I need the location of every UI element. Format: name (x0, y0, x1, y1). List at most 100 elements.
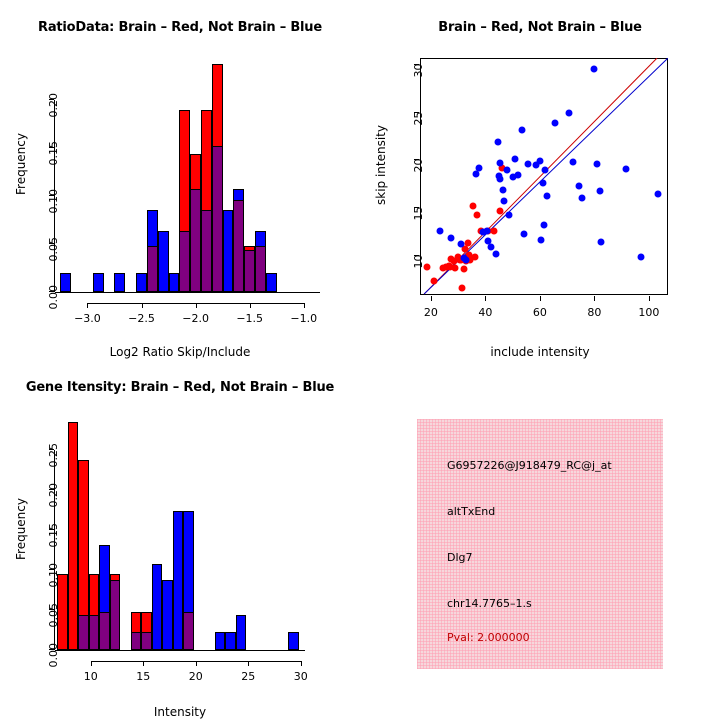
scatter-point-brain (465, 251, 473, 259)
scatter-point-not-brain (637, 253, 645, 261)
histogram-bar-not-brain (168, 272, 180, 292)
x-axis-tick (249, 303, 251, 308)
scatter-point-not-brain (479, 228, 487, 236)
scatter-point-not-brain (514, 171, 522, 179)
scatter-point-not-brain (551, 119, 559, 127)
scatter-point-brain (456, 256, 464, 264)
histogram-bar-not-brain (151, 563, 163, 650)
scatter-point-brain (473, 211, 481, 219)
y-axis-tick-label: 0.00 (47, 285, 60, 310)
y-axis-tick-label: 0.05 (47, 237, 60, 262)
scatter-point-not-brain (537, 236, 545, 244)
scatter-point-not-brain (590, 65, 598, 72)
x-axis-tick (648, 296, 650, 301)
x-axis-tick-label: 20 (423, 306, 438, 319)
scatter-point-not-brain (536, 157, 544, 165)
scatter-point-not-brain (565, 109, 573, 117)
x-axis-tick-label: −2.0 (182, 312, 209, 325)
y-axis-tick-label: 0.00 (47, 643, 60, 668)
histogram-bar-overlap (233, 200, 245, 292)
scatter-point-not-brain (472, 170, 480, 178)
x-axis-tick (539, 296, 541, 301)
gene-symbol-text: Dlg7 (447, 551, 473, 564)
y-axis-tick (49, 291, 54, 292)
x-axis-tick (141, 303, 143, 308)
histogram-bar-overlap (183, 611, 194, 650)
scatter-point-not-brain (596, 187, 604, 195)
scatter-point-brain (446, 263, 454, 271)
y-axis-tick (49, 569, 54, 570)
y-axis-tick (414, 63, 419, 65)
panel-intensity-scatter: Brain – Red, Not Brain – Blue 10 15 20 25 30… (360, 0, 720, 360)
scatter-point-not-brain (532, 161, 540, 169)
scatter-point-brain (490, 227, 498, 235)
scatter-point-not-brain (500, 197, 508, 205)
scatter-point-not-brain (499, 186, 507, 194)
scatter-point-not-brain (487, 243, 495, 251)
scatter-point-not-brain (496, 175, 504, 183)
y-axis-line (54, 450, 55, 650)
scatter-point-brain (450, 257, 458, 265)
scatter-point-not-brain (518, 126, 526, 134)
scatter-point-not-brain (569, 158, 577, 166)
scatter-point-not-brain (541, 166, 549, 174)
scatter-point-brain (469, 202, 477, 210)
histogram-bar-overlap (109, 580, 121, 650)
y-axis-tick (414, 111, 419, 113)
histogram-bar-overlap (88, 614, 100, 650)
scatter-point-not-brain (593, 160, 601, 168)
scatter-point-brain (451, 264, 459, 272)
scatter-point-brain (461, 245, 469, 253)
x-axis-tick-label: 20 (188, 670, 203, 683)
x-axis-tick (195, 661, 197, 666)
histogram-bar-not-brain (157, 230, 169, 292)
y-axis-tick (49, 99, 54, 101)
histogram-bar-overlap (190, 188, 202, 292)
x-axis-tick (594, 296, 596, 301)
histogram-bar-not-brain (235, 614, 247, 650)
y-axis-tick (49, 195, 54, 197)
y-axis-tick-label: 0.15 (47, 141, 60, 166)
scatter-point-not-brain (520, 230, 528, 238)
scatter-panel-title: Brain – Red, Not Brain – Blue (438, 20, 642, 35)
scatter-point-not-brain (597, 238, 605, 246)
x-axis-tick (143, 661, 145, 666)
scatter-point-not-brain (503, 166, 511, 174)
x-axis-tick-label: 30 (293, 670, 308, 683)
scatter-point-not-brain (578, 194, 586, 202)
scatter-plot-area: 10 15 20 25 30 20 40 60 80 100 (412, 58, 668, 319)
ratio-y-axis-title: Frequency (14, 133, 28, 195)
histogram-bar-overlap (201, 209, 212, 292)
histogram-bar-not-brain (172, 510, 184, 650)
scatter-point-not-brain (654, 190, 662, 198)
x-axis-tick-label: 100 (638, 306, 660, 319)
scatter-point-not-brain (457, 240, 465, 248)
x-axis-tick (87, 303, 89, 308)
scatter-point-brain (460, 265, 468, 273)
x-axis-tick (303, 303, 305, 308)
scatter-point-brain (430, 277, 438, 285)
panel-gene-intensity-histogram: Gene Itensity: Brain – Red, Not Brain – … (0, 360, 360, 720)
histogram-bar-not-brain (162, 580, 173, 650)
x-axis-line (87, 303, 304, 304)
panel-ratio-histogram: RatioData: Brain – Red, Not Brain – Blue… (0, 0, 360, 360)
x-axis-tick-label: −1.0 (290, 312, 318, 325)
y-axis-tick-label: 0.10 (47, 189, 60, 214)
scatter-point-brain (458, 284, 466, 292)
y-axis-tick (414, 207, 419, 209)
x-axis-tick (300, 661, 302, 666)
histogram-bar-not-brain (222, 209, 234, 292)
coordinate-text: chr14.7765–1.s (447, 597, 532, 610)
ratio-panel-title: RatioData: Brain – Red, Not Brain – Blue (38, 20, 322, 35)
histogram-bar-overlap (244, 249, 256, 292)
scatter-point-not-brain (540, 221, 548, 229)
histogram-bar-overlap (146, 246, 158, 292)
scatter-point-not-brain (447, 234, 455, 242)
scatter-point-not-brain (495, 172, 503, 180)
x-axis-tick (90, 661, 92, 666)
x-axis-tick-label: 80 (587, 306, 602, 319)
y-axis-tick-label: 30 (412, 63, 425, 78)
y-axis-tick-label: 10 (412, 254, 425, 269)
scatter-point-not-brain (505, 211, 513, 219)
x-axis-tick (485, 296, 487, 301)
